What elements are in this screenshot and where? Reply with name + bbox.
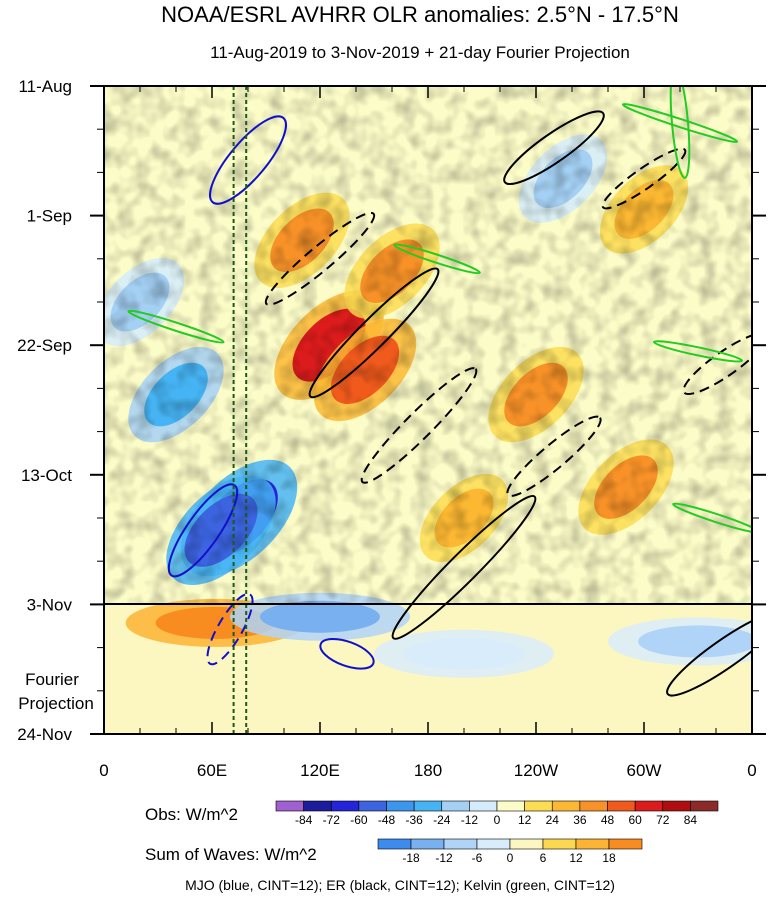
colorbar-tick-label: -72 xyxy=(323,813,341,827)
y-tick-label: 13-Oct xyxy=(21,466,72,485)
colorbar-swatch xyxy=(608,838,643,850)
colorbar-swatch xyxy=(551,800,581,812)
colorbar-swatch xyxy=(509,838,544,850)
footer-legend: MJO (blue, CINT=12); ER (black, CINT=12)… xyxy=(185,877,615,893)
x-tick-label: 120W xyxy=(514,761,558,780)
vertical-markers xyxy=(232,86,248,734)
y-tick-label: 1-Sep xyxy=(27,207,72,226)
colorbar-swatch xyxy=(575,838,610,850)
colorbar-swatch xyxy=(443,838,478,850)
colorbar-swatch xyxy=(358,800,387,812)
colorbar-swatch xyxy=(607,800,636,812)
obs-colorbar-label: Obs: W/m^2 xyxy=(145,805,238,824)
anomaly-core xyxy=(638,625,752,658)
waves-colorbar: -18 -12 -6 0 6 12 18 xyxy=(377,838,643,865)
wave-contour xyxy=(319,637,375,670)
colorbar-tick-label: -6 xyxy=(472,851,483,865)
colorbar-swatch xyxy=(469,800,498,812)
x-tick-label: 120E xyxy=(300,761,340,780)
colorbar-tick-label: 12 xyxy=(518,813,532,827)
wave-contour xyxy=(682,332,752,396)
wave-contour xyxy=(393,243,481,275)
colorbar-tick-label: 48 xyxy=(601,813,615,827)
waves-colorbar-label: Sum of Waves: W/m^2 xyxy=(145,845,317,864)
wave-contour xyxy=(127,309,225,344)
y-tick-label: 11-Aug xyxy=(18,77,72,96)
colorbar-tick-label: 60 xyxy=(628,813,642,827)
x-tick-label: 0 xyxy=(99,761,108,780)
x-tick-label: 0 xyxy=(747,761,756,780)
colorbar-swatch xyxy=(524,800,553,812)
y-tick-label: 24-Nov xyxy=(17,725,72,744)
colorbar-swatch xyxy=(662,800,691,812)
wave-contour xyxy=(308,267,440,399)
colorbar-swatch xyxy=(496,800,525,812)
colorbar-tick-label: 84 xyxy=(684,813,698,827)
colorbar-swatch xyxy=(413,800,443,812)
y-axis: 11-Aug 1-Sep 22-Sep 13-Oct 3-Nov 24-Nov xyxy=(17,77,766,744)
colorbar-swatch xyxy=(579,800,608,812)
colorbar-swatch xyxy=(275,800,304,812)
colorbar-swatch xyxy=(386,800,415,812)
wave-contour xyxy=(601,147,687,210)
colorbar-tick-label: -48 xyxy=(378,813,396,827)
projection-label-2: Projection xyxy=(18,694,94,713)
colorbar-tick-label: -12 xyxy=(461,813,479,827)
colorbar-swatch xyxy=(690,800,719,812)
colorbar-swatch xyxy=(476,838,511,850)
texture-overlay xyxy=(104,86,752,604)
y-tick-label: 3-Nov xyxy=(27,595,73,614)
x-tick-label: 60E xyxy=(197,761,227,780)
colorbar-tick-label: 18 xyxy=(602,851,616,865)
chart-subtitle: 11-Aug-2019 to 3-Nov-2019 + 21-day Fouri… xyxy=(210,43,630,62)
x-tick-label: 60W xyxy=(627,761,662,780)
colorbar-tick-label: -18 xyxy=(402,851,420,865)
projection-label-1: Fourier xyxy=(25,670,79,689)
wave-contour xyxy=(209,115,287,205)
colorbar-tick-label: -36 xyxy=(405,813,423,827)
colorbar-tick-label: 72 xyxy=(656,813,670,827)
colorbar-swatch xyxy=(634,800,664,812)
wave-contour xyxy=(621,103,739,143)
colorbar-swatch xyxy=(330,800,360,812)
colorbar-swatch xyxy=(441,800,470,812)
wave-contour xyxy=(264,211,376,306)
wave-contour xyxy=(360,367,478,484)
wave-contour xyxy=(672,502,752,534)
colorbar-tick-label: 0 xyxy=(494,813,501,827)
wave-contour xyxy=(666,611,752,697)
colorbar-swatch xyxy=(410,838,445,850)
chart-title: NOAA/ESRL AVHRR OLR anomalies: 2.5°N - 1… xyxy=(161,2,679,27)
wave-contour xyxy=(503,110,605,185)
colorbar-tick-label: -60 xyxy=(350,813,368,827)
wave-contour xyxy=(206,592,254,666)
colorbar-tick-label: 36 xyxy=(573,813,587,827)
y-tick-label: 22-Sep xyxy=(17,336,72,355)
colorbar-tick-label: 24 xyxy=(546,813,560,827)
colorbar-tick-label: -12 xyxy=(435,851,453,865)
colorbar-swatch xyxy=(377,838,412,850)
colorbar-tick-label: 6 xyxy=(540,851,547,865)
x-axis: 0 60E 120E 180 120W 60W 0 xyxy=(99,86,757,780)
colorbar-tick-label: -84 xyxy=(295,813,313,827)
x-tick-label: 180 xyxy=(414,761,442,780)
obs-colorbar: -84 -72 -60 -48 -36 -24 -12 0 12 24 36 48 60 72 84 xyxy=(275,800,719,827)
colorbar-swatch xyxy=(303,800,332,812)
colorbar-tick-label: 12 xyxy=(569,851,583,865)
anomaly-core xyxy=(404,637,524,670)
colorbar-swatch xyxy=(542,838,577,850)
colorbar-tick-label: -24 xyxy=(433,813,451,827)
wave-contour xyxy=(652,340,744,363)
wave-contour xyxy=(391,494,537,640)
colorbar-tick-label: 0 xyxy=(507,851,514,865)
wave-contours xyxy=(127,86,752,697)
anomaly-core xyxy=(260,600,380,633)
